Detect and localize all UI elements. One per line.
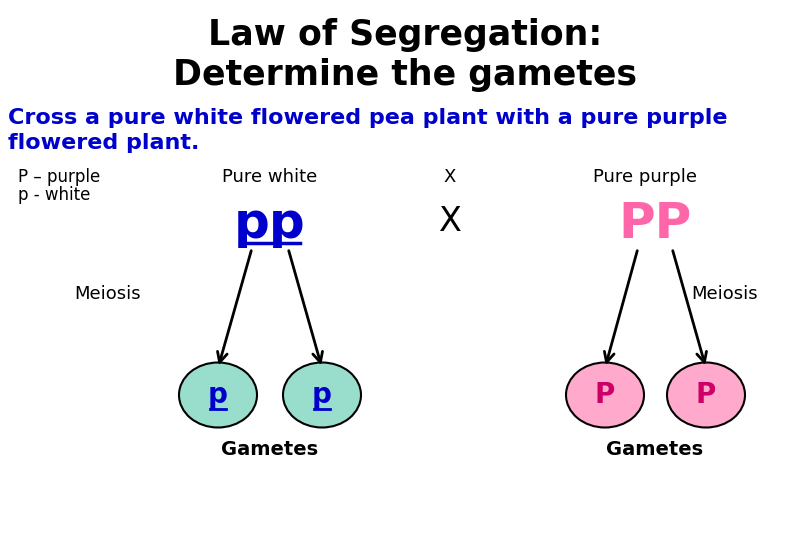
- Text: Gametes: Gametes: [607, 440, 704, 459]
- Text: Pure white: Pure white: [223, 168, 318, 186]
- Text: Pure purple: Pure purple: [593, 168, 697, 186]
- Text: Cross a pure white flowered pea plant with a pure purple: Cross a pure white flowered pea plant wi…: [8, 108, 727, 128]
- Ellipse shape: [667, 362, 745, 428]
- Text: Law of Segregation:: Law of Segregation:: [208, 18, 602, 52]
- Text: Meiosis: Meiosis: [692, 285, 758, 303]
- Text: Gametes: Gametes: [221, 440, 318, 459]
- Text: P: P: [595, 381, 615, 409]
- Text: Determine the gametes: Determine the gametes: [173, 58, 637, 92]
- Ellipse shape: [283, 362, 361, 428]
- Text: pp: pp: [234, 200, 306, 248]
- Ellipse shape: [179, 362, 257, 428]
- Text: X: X: [438, 205, 462, 238]
- Text: PP: PP: [618, 200, 692, 248]
- Text: P: P: [696, 381, 716, 409]
- Text: p - white: p - white: [18, 186, 91, 204]
- Text: Meiosis: Meiosis: [75, 285, 141, 303]
- Text: X: X: [444, 168, 456, 186]
- Text: p: p: [312, 381, 332, 409]
- Text: P – purple: P – purple: [18, 168, 100, 186]
- Text: p: p: [208, 381, 228, 409]
- Ellipse shape: [566, 362, 644, 428]
- Text: flowered plant.: flowered plant.: [8, 133, 199, 153]
